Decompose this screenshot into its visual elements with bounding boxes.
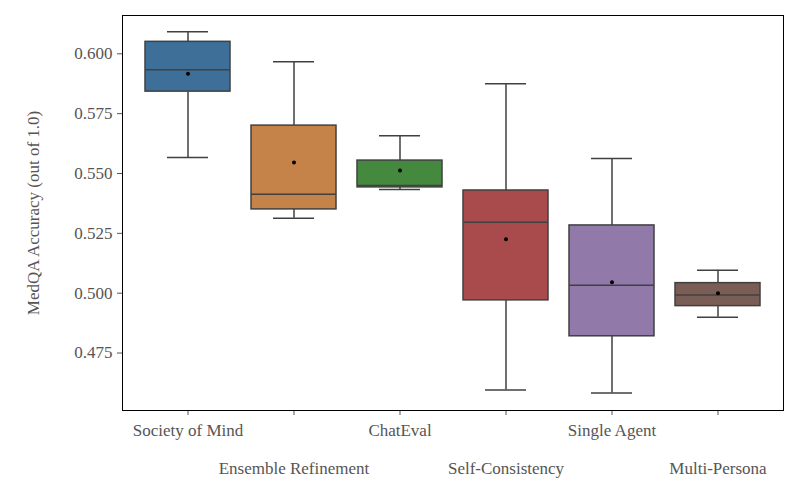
svg-text:ChatEval: ChatEval [368, 421, 432, 440]
svg-text:MedQA Accuracy (out of 1.0): MedQA Accuracy (out of 1.0) [24, 111, 43, 315]
svg-text:0.475: 0.475 [74, 343, 112, 362]
svg-text:Self-Consistency: Self-Consistency [448, 459, 565, 478]
svg-text:Multi-Persona: Multi-Persona [669, 459, 767, 478]
svg-text:Ensemble Refinement: Ensemble Refinement [219, 459, 370, 478]
svg-text:0.525: 0.525 [74, 224, 112, 243]
svg-text:0.575: 0.575 [74, 104, 112, 123]
svg-text:0.550: 0.550 [74, 164, 112, 183]
svg-text:0.500: 0.500 [74, 284, 112, 303]
svg-text:Society of Mind: Society of Mind [133, 421, 244, 440]
svg-text:Single Agent: Single Agent [568, 421, 657, 440]
svg-text:0.600: 0.600 [74, 44, 112, 63]
